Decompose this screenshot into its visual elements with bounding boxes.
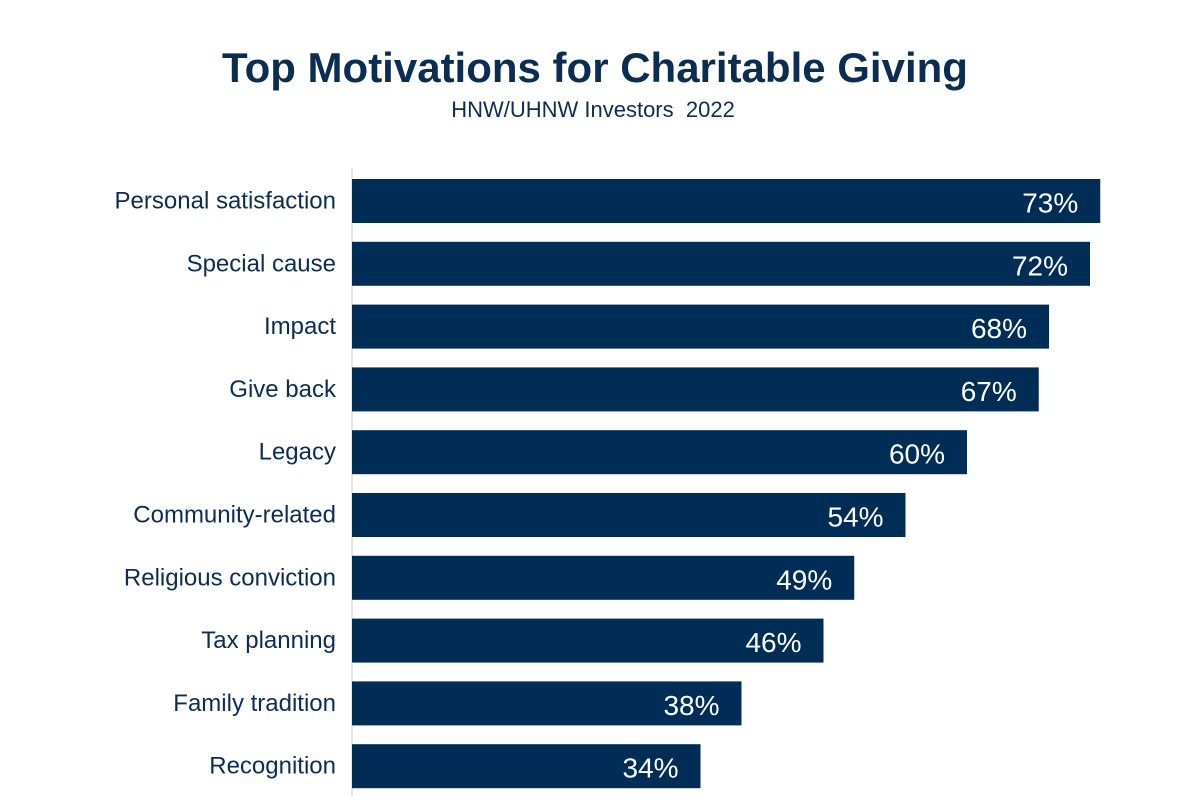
value-label: 34%: [622, 753, 678, 784]
bars-group: Personal satisfaction 73% Special cause 72%…: [115, 179, 1101, 789]
bar-4: [352, 367, 1039, 412]
category-label: Family tradition: [173, 690, 336, 717]
bar-1: [352, 179, 1101, 223]
value-label: 60%: [889, 439, 945, 470]
bar-8: [352, 618, 824, 663]
category-label: Special cause: [187, 250, 336, 277]
category-label: Impact: [264, 313, 336, 340]
category-label: Religious conviction: [124, 564, 336, 591]
bar-9: [352, 681, 742, 726]
value-label: 68%: [971, 313, 1027, 344]
bar-10: [352, 744, 701, 789]
chart-subtitle: HNW/UHNW Investors 2022: [451, 97, 735, 122]
category-label: Legacy: [259, 439, 336, 466]
bar-7: [352, 555, 855, 600]
chart-title: Top Motivations for Charitable Giving: [222, 44, 968, 91]
value-label: 72%: [1012, 250, 1068, 281]
value-label: 38%: [663, 690, 719, 721]
category-label: Personal satisfaction: [115, 188, 336, 215]
bar-2: [352, 241, 1090, 286]
bar-5: [352, 430, 967, 475]
category-label: Community-related: [133, 502, 336, 529]
value-label: 54%: [827, 502, 883, 533]
value-label: 73%: [1022, 188, 1078, 219]
bar-3: [352, 304, 1049, 349]
value-label: 49%: [776, 564, 832, 595]
category-label: Recognition: [209, 753, 336, 780]
category-label: Tax planning: [201, 627, 336, 654]
value-label: 46%: [745, 627, 801, 658]
bar-6: [352, 493, 906, 537]
value-label: 67%: [961, 376, 1017, 407]
category-label: Give back: [229, 376, 337, 403]
